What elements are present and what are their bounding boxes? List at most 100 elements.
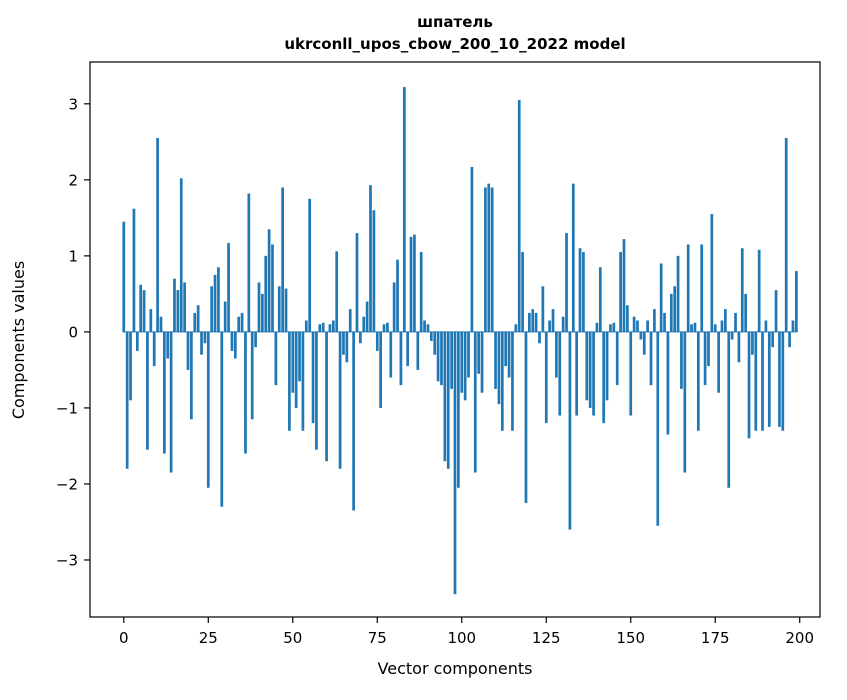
bar xyxy=(186,331,190,370)
bar xyxy=(609,324,612,332)
bar xyxy=(629,331,633,416)
bar xyxy=(264,255,268,332)
bar xyxy=(122,221,126,332)
bar xyxy=(514,324,518,332)
bar xyxy=(436,331,440,382)
x-tick-label: 100 xyxy=(447,629,476,647)
bar xyxy=(443,331,447,462)
bar xyxy=(659,263,663,332)
bar xyxy=(494,331,497,389)
bar xyxy=(200,331,203,355)
bar xyxy=(152,331,156,367)
bar xyxy=(473,331,477,473)
bar xyxy=(457,331,460,488)
bar xyxy=(301,331,305,431)
bar xyxy=(656,331,660,526)
bar xyxy=(125,331,129,469)
bar xyxy=(369,185,372,332)
bar xyxy=(696,331,700,431)
bar xyxy=(325,331,328,462)
bar xyxy=(528,312,531,332)
bar xyxy=(230,331,234,351)
y-tick-label: 3 xyxy=(68,95,78,113)
x-tick-label: 150 xyxy=(616,629,645,647)
bar xyxy=(517,100,521,332)
bar xyxy=(261,293,264,332)
bar xyxy=(497,331,501,405)
bar xyxy=(724,309,727,332)
bar xyxy=(615,331,619,386)
bar xyxy=(254,331,257,348)
bar xyxy=(598,267,602,332)
bar xyxy=(267,229,271,332)
bar xyxy=(206,331,210,488)
bar xyxy=(561,316,565,332)
plot-border xyxy=(89,61,821,618)
bar xyxy=(467,331,470,378)
bar xyxy=(507,331,511,378)
bar xyxy=(237,316,241,332)
bar xyxy=(595,322,599,332)
bar xyxy=(379,331,382,408)
x-tick-label: 175 xyxy=(701,629,730,647)
bar xyxy=(761,331,764,431)
bar xyxy=(663,312,666,332)
bar xyxy=(622,239,626,332)
bar xyxy=(521,252,524,332)
bar xyxy=(223,301,227,332)
bar xyxy=(176,290,180,332)
bar xyxy=(372,210,376,332)
bar xyxy=(440,331,443,386)
bar xyxy=(477,331,481,374)
bar xyxy=(686,244,690,332)
bar xyxy=(646,320,649,332)
bar xyxy=(551,309,555,332)
axes-group: 0 25 50 75 100 125 150 175 200 −3 −2 −1 0 1 2 3 xyxy=(56,95,814,647)
bar xyxy=(727,331,731,488)
bar xyxy=(710,214,714,332)
bar xyxy=(544,331,548,424)
bar xyxy=(348,309,352,332)
bar xyxy=(649,331,653,386)
bar xyxy=(754,331,758,431)
bar xyxy=(744,293,747,332)
chart-title: шпатель xyxy=(417,13,493,31)
bar xyxy=(636,320,639,332)
bar xyxy=(612,322,616,332)
bar xyxy=(129,331,132,401)
bar xyxy=(524,331,528,503)
bar xyxy=(778,331,781,427)
bar xyxy=(717,331,720,393)
bar xyxy=(487,183,491,332)
bar xyxy=(288,331,291,431)
bar xyxy=(335,251,339,332)
bar xyxy=(406,331,410,367)
y-tick-label: 0 xyxy=(68,323,78,341)
bar xyxy=(446,331,450,469)
bar xyxy=(409,236,413,332)
bar xyxy=(511,331,514,431)
bar xyxy=(179,178,183,332)
bar xyxy=(484,187,487,332)
bar xyxy=(764,320,768,332)
bar xyxy=(386,322,389,332)
bar xyxy=(713,324,717,332)
x-axis-label: Vector components xyxy=(378,659,533,678)
bar xyxy=(277,286,281,332)
x-tick-label: 50 xyxy=(283,629,302,647)
bar xyxy=(463,331,467,401)
bar xyxy=(328,324,332,332)
bar xyxy=(159,316,163,332)
bar xyxy=(294,331,298,408)
bar xyxy=(291,331,295,393)
bar xyxy=(632,316,636,332)
x-tick-label: 75 xyxy=(368,629,387,647)
bar xyxy=(423,320,426,332)
bar xyxy=(321,322,325,332)
bar xyxy=(169,331,173,473)
bar xyxy=(676,255,680,332)
bar xyxy=(220,331,224,507)
bar xyxy=(331,320,335,332)
y-tick-label: −2 xyxy=(56,475,78,493)
bar xyxy=(227,242,230,332)
